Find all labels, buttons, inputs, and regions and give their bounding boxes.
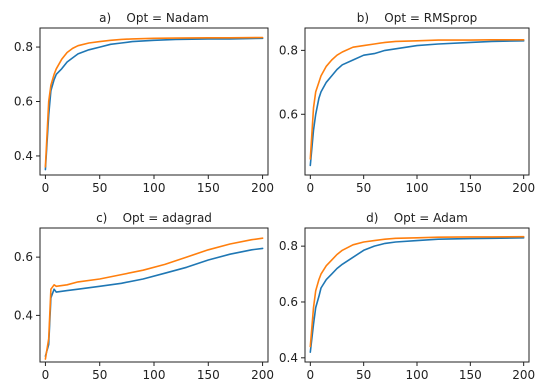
panel-c-xtick-label: 100 [143,368,166,382]
panel-d-frame [304,227,530,363]
panel-a-frame [39,27,269,176]
panel-c: c) Opt = adagrad 0 50 100 150 200 0.4 0.6 [14,211,274,382]
panel-d-series-orange-line [309,235,525,348]
panel-b-xtick-label: 0 [307,181,315,195]
panel-a-ytick-label: 0.8 [14,40,33,54]
panel-d-xtick-label: 50 [356,368,371,382]
panel-c-xtick-label: 50 [92,368,107,382]
panel-c-ytick-label: 0.4 [14,308,33,322]
panel-a-series-blue-line [44,37,264,171]
panel-a-ytick-label: 0.6 [14,95,33,109]
panel-c-ytick-label: 0.6 [14,250,33,264]
panel-d-xtick-label: 200 [512,368,535,382]
panel-b-frame [304,27,530,176]
panel-d-xtick-label: 100 [406,368,429,382]
panel-d-xtick-label: 0 [307,368,315,382]
panel-c-frame [39,227,269,363]
panel-a-series-orange-line [44,36,264,168]
panel-a-xtick-label: 100 [143,181,166,195]
panel-c-xtick-label: 0 [42,368,50,382]
panel-d-title: d) Opt = Adam [366,211,468,225]
panel-d-xtick-label: 150 [459,368,482,382]
panel-d-ytick-label: 0.8 [279,239,298,253]
panel-b-xtick-label: 50 [356,181,371,195]
panel-b-ytick-label: 0.6 [279,107,298,121]
panel-c-xtick-label: 150 [197,368,220,382]
panel-b-xtick-label: 200 [512,181,535,195]
panel-c-series-blue-line [44,247,264,358]
panel-c-title: c) Opt = adagrad [96,211,212,225]
panel-c-series-orange-line [44,237,264,360]
panel-c-xtick-label: 200 [251,368,274,382]
panel-b: b) Opt = RMSprop 0 50 100 150 200 0.6 0.8 [279,11,535,195]
panel-b-title: b) Opt = RMSprop [357,11,478,25]
panel-a-xtick-label: 150 [197,181,220,195]
panel-d: d) Opt = Adam 0 50 100 150 200 0.4 0.6 0.8 [279,211,535,382]
panel-d-series-blue-line [309,237,525,354]
panel-b-ytick-label: 0.8 [279,43,298,57]
panel-a-xtick-label: 50 [92,181,107,195]
panel-b-series-blue-line [309,39,525,167]
panel-b-xtick-label: 100 [406,181,429,195]
panel-a-ytick-label: 0.4 [14,149,33,163]
panel-a-title: a) Opt = Nadam [99,11,209,25]
panel-a-xtick-label: 0 [42,181,50,195]
panel-a-xtick-label: 200 [251,181,274,195]
panel-b-xtick-label: 150 [459,181,482,195]
panel-d-ytick-label: 0.6 [279,295,298,309]
panel-d-ytick-label: 0.4 [279,351,298,365]
panel-a: a) Opt = Nadam 0 50 100 150 200 0.4 0.6 0.8 [14,11,274,195]
panel-b-series-orange-line [309,38,525,160]
